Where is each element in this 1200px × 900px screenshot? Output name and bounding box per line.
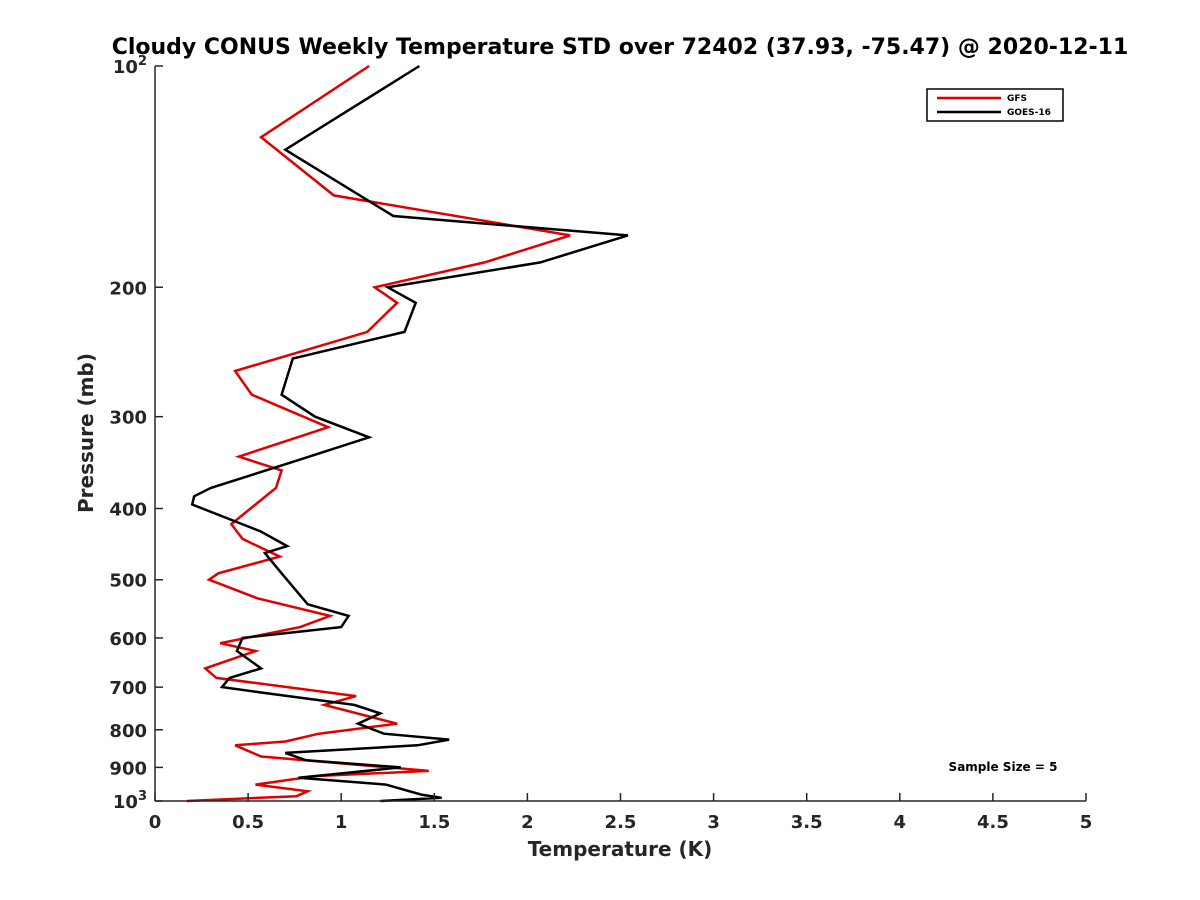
x-tick-label: 1.5 — [418, 812, 450, 833]
x-tick-label: 4 — [894, 812, 907, 833]
x-tick-label: 5 — [1080, 812, 1093, 833]
x-ticks: 0 0.5 1 1.5 2 2.5 3 3.5 4 4.5 5 — [149, 793, 1093, 833]
y-tick-label: 900 — [109, 758, 147, 779]
sample-size-annotation: Sample Size = 5 — [949, 760, 1058, 774]
x-tick-label: 3.5 — [791, 812, 823, 833]
y-tick-label: 400 — [109, 500, 147, 521]
x-tick-label: 4.5 — [977, 812, 1009, 833]
y-tick-label: 500 — [109, 571, 147, 592]
y-tick-label: 600 — [109, 629, 147, 650]
legend: GFS GOES-16 — [926, 88, 1064, 122]
chart-title: Cloudy CONUS Weekly Temperature STD over… — [112, 35, 1129, 60]
x-tick-label: 2.5 — [605, 812, 637, 833]
legend-label-0: GFS — [1007, 94, 1027, 104]
legend-box — [926, 88, 1064, 122]
x-tick-label: 1 — [335, 812, 348, 833]
series-layer — [186, 64, 629, 803]
y-ticks: 102 200 300 400 500 600 700 800 900 103 — [109, 54, 163, 813]
series-line-0 — [186, 64, 571, 803]
axes-layer — [154, 66, 1086, 802]
x-tick-label: 0.5 — [232, 812, 264, 833]
legend-label-1: GOES-16 — [1007, 108, 1051, 118]
y-axis-label: Pressure (mb) — [74, 353, 98, 513]
x-tick-label: 2 — [521, 812, 534, 833]
y-tick-label: 103 — [113, 789, 147, 813]
y-tick-label: 102 — [113, 54, 147, 78]
x-tick-label: 0 — [149, 812, 162, 833]
y-tick-label: 300 — [109, 408, 147, 429]
y-tick-label: 700 — [109, 678, 147, 699]
y-tick-label: 800 — [109, 721, 147, 742]
x-axis-label: Temperature (K) — [528, 837, 713, 861]
y-tick-label: 200 — [109, 278, 147, 299]
series-line-1 — [190, 64, 629, 803]
x-tick-label: 3 — [707, 812, 720, 833]
